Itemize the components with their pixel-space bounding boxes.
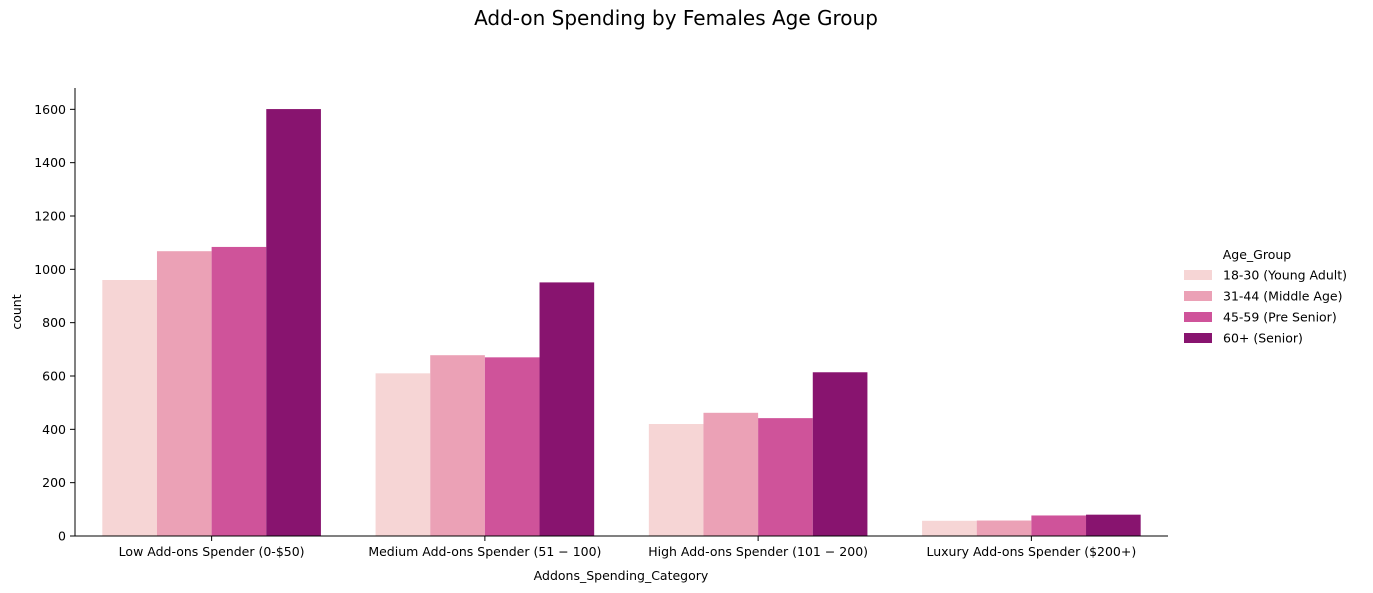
bar-3-1 [648,424,704,536]
bar-1-4 [266,109,321,537]
y-axis-label: count [9,294,24,329]
y-tick-label: 600 [42,369,66,384]
legend-swatch-4 [1184,333,1212,343]
bar-3-3 [758,418,813,536]
x-tick-label: Low Add-ons Spender (0-$50) [119,544,305,559]
y-tick-label: 1400 [34,155,66,170]
legend-swatch-1 [1184,270,1212,280]
bar-1-2 [156,251,212,536]
legend-swatch-3 [1184,312,1212,322]
bar-2-1 [375,373,431,536]
legend: Age_Group 18-30 (Young Adult) 31-44 (Midd… [1184,247,1347,346]
legend-title: Age_Group [1223,247,1292,262]
bar-2-3 [484,357,540,536]
legend-label-2: 31-44 (Middle Age) [1223,289,1343,304]
x-tick-label: High Add-ons Spender (101 − 200) [648,544,868,559]
bar-4-4 [1086,514,1141,536]
legend-label-3: 45-59 (Pre Senior) [1223,310,1337,325]
bar-1-1 [102,280,157,536]
legend-label-4: 60+ (Senior) [1223,331,1303,346]
bar-2-4 [539,282,595,536]
bar-1-3 [211,246,267,536]
bar-4-2 [976,520,1032,536]
bar-4-1 [922,520,977,536]
x-tick-label: Medium Add-ons Spender (51 − 100) [368,544,601,559]
chart-title: Add-on Spending by Females Age Group [474,6,878,30]
bar-4-3 [1031,515,1087,536]
y-tick-label: 800 [42,315,66,330]
legend-label-1: 18-30 (Young Adult) [1223,268,1347,283]
x-tick-label: Luxury Add-ons Spender ($200+) [926,544,1136,559]
legend-swatch-2 [1184,291,1212,301]
y-tick-label: 200 [42,475,66,490]
x-axis-ticks: Low Add-ons Spender (0-$50) Medium Add-on… [119,536,1136,559]
bar-2-2 [430,355,485,536]
y-tick-label: 1000 [34,262,66,277]
bar-3-4 [812,372,868,536]
y-tick-label: 400 [42,422,66,437]
y-tick-label: 1200 [34,209,66,224]
bar-3-2 [703,412,759,536]
x-axis-label: Addons_Spending_Category [534,568,709,583]
bars-group [102,109,1141,537]
y-axis-ticks: 0 200 400 600 800 1000 1200 1400 1600 [34,102,75,544]
y-tick-label: 0 [58,529,66,544]
y-tick-label: 1600 [34,102,66,117]
